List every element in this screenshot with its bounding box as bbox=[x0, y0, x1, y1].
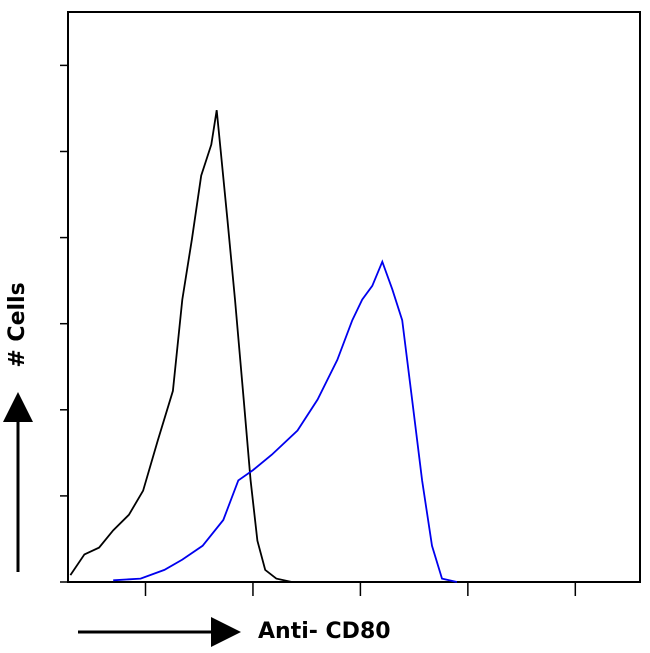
x-axis-label: Anti- CD80 bbox=[258, 619, 391, 644]
y-axis-label: # Cells bbox=[5, 282, 30, 367]
plot-frame bbox=[67, 11, 641, 583]
histogram-curve bbox=[69, 110, 292, 583]
histogram-curve bbox=[113, 259, 458, 583]
